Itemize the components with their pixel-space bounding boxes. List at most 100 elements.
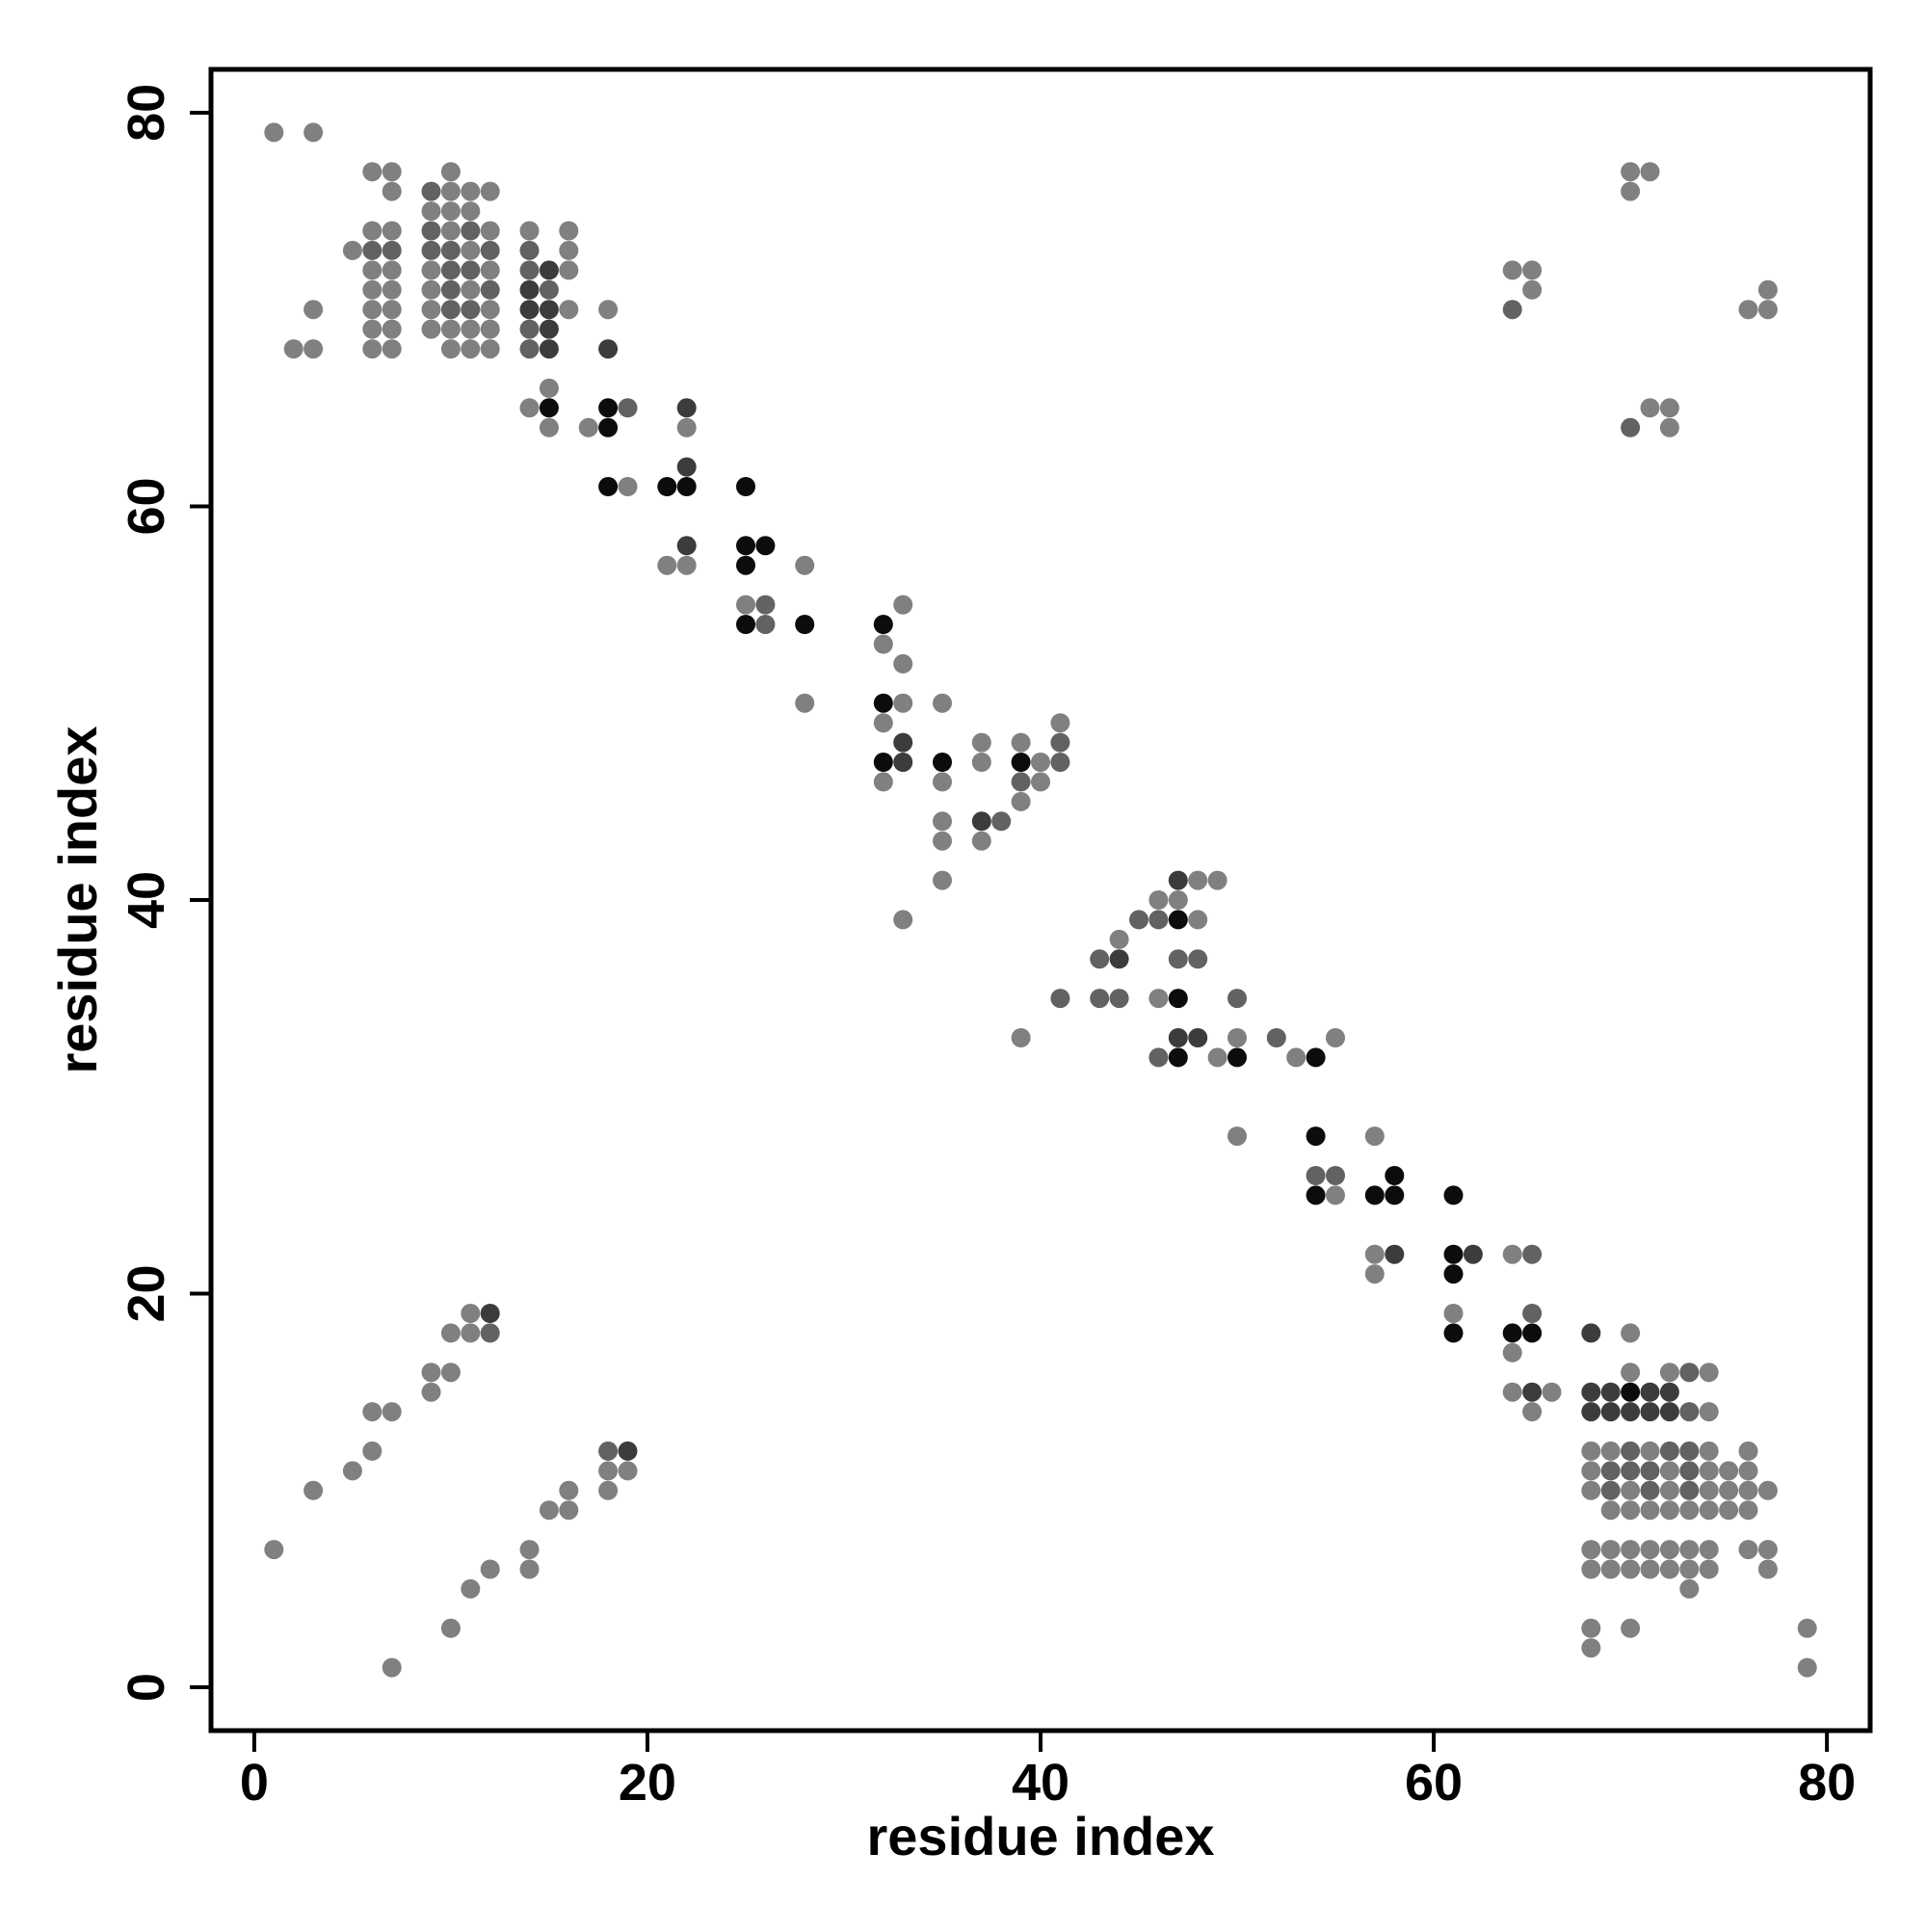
data-point [1621, 1382, 1641, 1402]
data-point [1699, 1402, 1719, 1422]
data-point [1757, 1480, 1778, 1500]
data-point [598, 398, 619, 418]
data-point [1621, 1500, 1641, 1521]
data-point [736, 555, 755, 575]
data-point [873, 634, 893, 654]
data-point [1600, 1461, 1621, 1481]
data-point [1306, 1185, 1326, 1205]
data-point [1148, 910, 1169, 930]
data-point [421, 260, 441, 280]
data-point [1757, 300, 1778, 320]
y-tick-label: 40 [118, 871, 175, 929]
data-point [1109, 949, 1129, 969]
data-point [461, 181, 481, 201]
data-point [539, 378, 559, 398]
data-point [1443, 1304, 1464, 1323]
data-point [382, 1402, 402, 1422]
data-point [1326, 1166, 1345, 1185]
data-point [382, 221, 402, 241]
data-point [598, 417, 619, 437]
data-point [362, 221, 383, 241]
data-point [1502, 1244, 1522, 1264]
data-point [1168, 1028, 1188, 1047]
data-point [1699, 1559, 1719, 1579]
data-point [539, 339, 559, 359]
data-point [598, 300, 619, 320]
data-point [1699, 1500, 1719, 1521]
x-tick-label: 60 [1405, 1754, 1463, 1812]
data-point [440, 1363, 461, 1383]
data-point [1050, 753, 1070, 772]
data-point [1227, 1047, 1247, 1068]
data-point [676, 536, 697, 556]
data-point [480, 240, 500, 260]
data-point [1621, 1461, 1641, 1481]
data-point [1581, 1382, 1601, 1402]
data-point [1640, 1559, 1660, 1579]
data-point [1640, 162, 1660, 182]
data-point [1738, 1441, 1758, 1461]
data-point [1581, 1402, 1601, 1422]
data-point [1621, 1323, 1641, 1343]
data-point [519, 221, 540, 241]
ticks-layer: 0 20 40 60 80 0 20 40 60 80 [118, 84, 1856, 1812]
data-point [755, 615, 776, 634]
data-point [519, 279, 540, 300]
x-tick-label: 20 [619, 1754, 676, 1812]
data-point [382, 240, 402, 260]
data-point [1188, 1028, 1208, 1047]
data-point [539, 398, 559, 418]
data-point [1168, 910, 1188, 930]
data-point [1364, 1126, 1385, 1147]
y-tick-label: 60 [118, 477, 175, 535]
data-point [1522, 1244, 1543, 1264]
data-point [1621, 417, 1641, 437]
data-point [933, 811, 952, 832]
data-point [1207, 1047, 1227, 1068]
data-point [461, 221, 481, 241]
data-point [795, 555, 815, 575]
data-point [1090, 989, 1110, 1009]
data-point [1621, 1559, 1641, 1579]
data-point [1050, 713, 1070, 733]
data-point [1306, 1166, 1326, 1185]
data-point [1600, 1559, 1621, 1579]
data-point [539, 300, 559, 320]
data-point [598, 477, 619, 496]
data-point [991, 811, 1012, 832]
data-point [933, 753, 952, 772]
data-point [1522, 1304, 1543, 1323]
data-point [1522, 279, 1543, 300]
data-point [480, 1304, 500, 1323]
plot-frame [208, 66, 1873, 1734]
data-point [1581, 1441, 1601, 1461]
data-point [893, 653, 913, 674]
data-point [440, 221, 461, 241]
data-point [421, 181, 441, 201]
data-point [1227, 1028, 1247, 1047]
data-point [578, 417, 598, 437]
data-point [1659, 398, 1679, 418]
data-point [461, 300, 481, 320]
data-point [1109, 989, 1129, 1009]
data-point [1326, 1185, 1345, 1205]
data-point [1286, 1047, 1307, 1068]
data-point [893, 595, 913, 615]
data-point [873, 615, 893, 634]
data-point [1148, 890, 1169, 910]
data-point [1502, 300, 1522, 320]
data-point [1621, 1441, 1641, 1461]
data-point [382, 300, 402, 320]
data-point [795, 615, 815, 634]
data-point [1679, 1441, 1700, 1461]
data-point [1738, 1500, 1758, 1521]
data-point [559, 260, 579, 280]
data-point [676, 457, 697, 477]
data-point [657, 555, 677, 575]
data-point [873, 753, 893, 772]
data-point [382, 339, 402, 359]
data-point [893, 910, 913, 930]
data-point [1502, 1323, 1522, 1343]
data-point [362, 1441, 383, 1461]
